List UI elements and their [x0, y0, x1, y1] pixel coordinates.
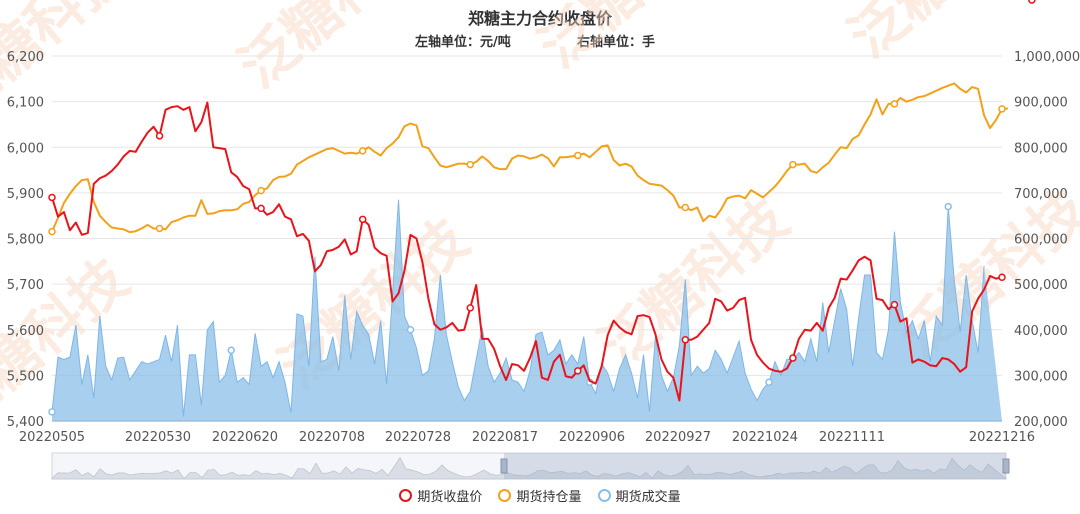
watermark-text: 泛糖科技 — [527, 0, 740, 81]
y-right-tick-label: 1,000,000 — [1014, 50, 1080, 65]
y-left-tick-label: 6,200 — [7, 50, 44, 65]
legend-label-volume: 期货成交量 — [615, 490, 681, 505]
zoom-selection — [504, 453, 1006, 479]
right-axis-unit: 右轴单位：手 — [577, 35, 656, 50]
close-price-line — [51, 101, 1003, 402]
x-tick-label: 20220530 — [125, 430, 191, 445]
legend-marker-close — [399, 489, 413, 502]
open-interest-point — [681, 203, 690, 212]
volume-point — [765, 378, 773, 386]
close-price-point — [257, 204, 265, 213]
volume-point — [48, 408, 56, 416]
close-price-point — [466, 304, 474, 312]
y-right-tick-label: 200,000 — [1014, 415, 1068, 430]
volume-point — [227, 346, 235, 355]
volume-area — [52, 199, 1002, 421]
x-tick-label: 20220906 — [559, 430, 625, 445]
x-tick-label: 20220927 — [645, 430, 711, 445]
y-right-tick-label: 500,000 — [1014, 278, 1068, 293]
x-tick-label: 20220505 — [19, 430, 85, 445]
open-interest-point — [789, 160, 797, 169]
close-price-point — [1028, 0, 1036, 4]
legend-marker-volume — [597, 489, 611, 502]
x-tick-label: 20221216 — [969, 430, 1035, 445]
open-interest-point — [574, 151, 582, 160]
y-left-tick-label: 6,000 — [7, 141, 44, 156]
open-interest-point — [257, 186, 265, 195]
volume-point — [944, 202, 952, 211]
y-right-tick-label: 900,000 — [1014, 96, 1068, 111]
y-right-tick-label: 800,000 — [1014, 141, 1068, 156]
legend-item-close[interactable]: 期货收盘价 — [399, 486, 482, 505]
open-interest-point — [466, 160, 474, 169]
open-interest-point — [48, 227, 56, 236]
left-axis-unit: 左轴单位：元/吨 — [415, 35, 511, 50]
y-left-tick-label: 5,400 — [7, 415, 44, 430]
close-price-point — [574, 367, 582, 375]
y-left-tick-label: 5,500 — [7, 369, 44, 384]
open-interest-line — [51, 82, 1009, 234]
x-tick-label: 20221024 — [732, 430, 798, 445]
y-left-tick-label: 5,700 — [7, 278, 44, 293]
series-volume — [48, 0, 1036, 421]
volume-line — [51, 199, 985, 417]
x-tick-label: 20221111 — [819, 430, 885, 445]
y-right-tick-label: 700,000 — [1014, 187, 1068, 202]
y-left-tick-label: 5,900 — [7, 187, 44, 202]
close-price-point — [48, 193, 56, 202]
legend-label-open-interest: 期货持仓量 — [516, 490, 582, 505]
legend-item-open-interest[interactable]: 期货持仓量 — [498, 486, 582, 505]
y-right-tick-label: 600,000 — [1014, 233, 1068, 248]
zoom-handle-right[interactable] — [1002, 458, 1010, 474]
volume-point — [406, 326, 415, 334]
close-price-point — [890, 300, 899, 309]
legend-item-volume[interactable]: 期货成交量 — [597, 486, 681, 505]
legend: 期货收盘价 期货持仓量 期货成交量 — [0, 486, 1080, 506]
chart-title: 郑糖主力合约收盘价 — [467, 9, 612, 28]
zoom-handle-left[interactable] — [500, 458, 508, 474]
y-left-tick-label: 5,600 — [7, 324, 44, 339]
open-interest-point — [155, 224, 164, 233]
x-tick-label: 20220708 — [299, 430, 365, 445]
open-interest-point — [358, 147, 367, 155]
close-price-point — [358, 215, 367, 224]
y-left-tick-label: 6,100 — [7, 96, 44, 111]
legend-marker-open-interest — [498, 489, 512, 502]
legend-label-close: 期货收盘价 — [417, 490, 483, 505]
close-price-point — [681, 336, 690, 344]
watermark-text: 泛糖科技 — [0, 0, 141, 131]
close-price-point — [155, 132, 164, 140]
open-interest-point — [890, 100, 899, 108]
close-price-point — [789, 354, 797, 362]
y-left-tick-label: 5,800 — [7, 233, 44, 248]
y-right-tick-label: 400,000 — [1014, 324, 1068, 339]
y-right-tick-label: 300,000 — [1014, 369, 1068, 384]
series-close-price — [48, 0, 1036, 402]
watermark-text: 泛糖科技 — [227, 0, 440, 101]
x-tick-label: 20220728 — [385, 430, 451, 445]
zoom-preview — [51, 456, 1008, 480]
close-price-point — [998, 273, 1006, 282]
x-tick-label: 20220620 — [212, 430, 278, 445]
x-tick-label: 20220817 — [472, 430, 538, 445]
data-zoom-slider — [51, 452, 1010, 480]
open-interest-point — [998, 105, 1006, 113]
